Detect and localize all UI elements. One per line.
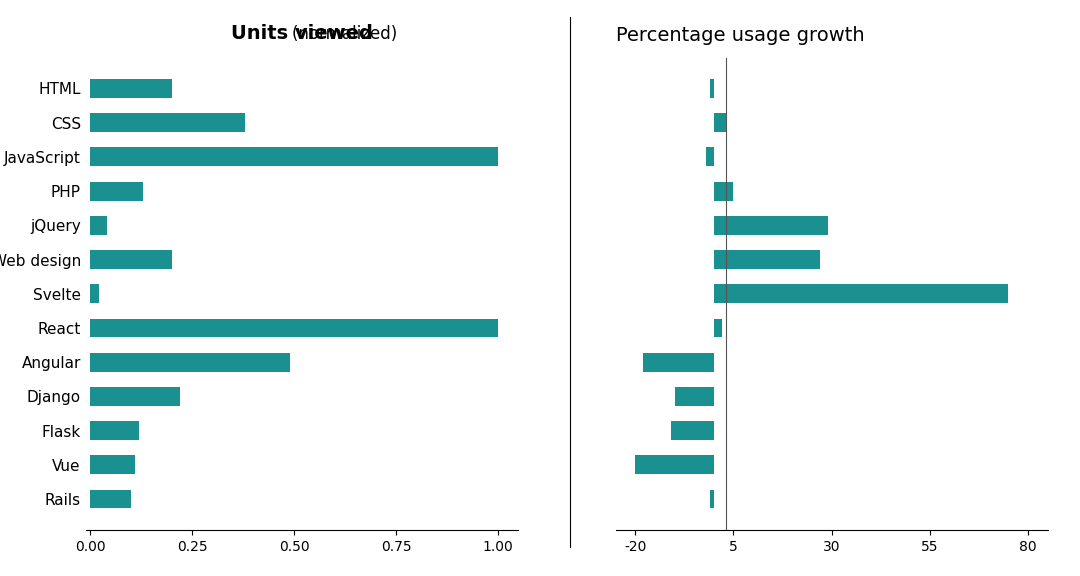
Bar (91, 490, 132, 509)
Bar (91, 387, 180, 406)
Bar (714, 250, 820, 269)
Bar (714, 285, 1009, 303)
Bar (91, 181, 144, 200)
Bar (91, 456, 135, 474)
Text: (normalized): (normalized) (207, 25, 397, 43)
Bar (91, 147, 498, 166)
Bar (91, 250, 172, 269)
Bar (91, 353, 291, 372)
Bar (643, 353, 714, 372)
Bar (91, 79, 172, 98)
Bar (635, 456, 714, 474)
Bar (91, 285, 98, 303)
Bar (714, 181, 733, 200)
Bar (671, 421, 714, 440)
Bar (710, 79, 714, 98)
Bar (714, 216, 827, 235)
Bar (91, 421, 139, 440)
Bar (91, 113, 245, 132)
Bar (714, 113, 726, 132)
Text: Units viewed: Units viewed (231, 24, 374, 43)
Bar (706, 147, 714, 166)
Bar (91, 319, 498, 338)
Bar (675, 387, 714, 406)
Text: Percentage usage growth: Percentage usage growth (616, 26, 864, 45)
Bar (714, 319, 721, 338)
Bar (710, 490, 714, 509)
Bar (91, 216, 107, 235)
